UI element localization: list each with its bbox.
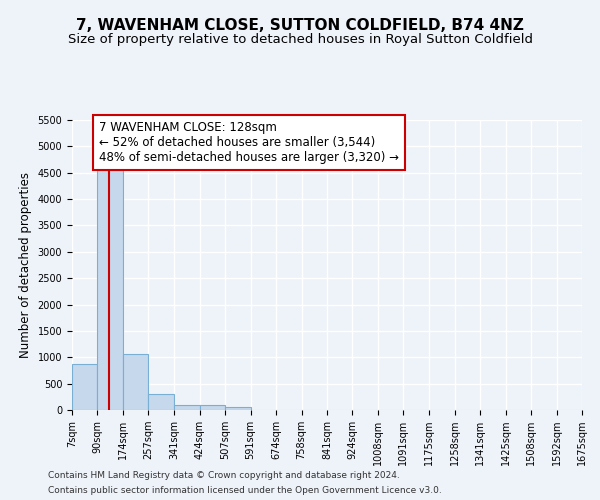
- Bar: [199, 406, 225, 410]
- Bar: [148, 394, 174, 410]
- Text: 7, WAVENHAM CLOSE, SUTTON COLDFIELD, B74 4NZ: 7, WAVENHAM CLOSE, SUTTON COLDFIELD, B74…: [76, 18, 524, 32]
- Bar: [225, 407, 251, 410]
- Y-axis label: Number of detached properties: Number of detached properties: [19, 172, 32, 358]
- Bar: [123, 354, 148, 410]
- Text: Contains HM Land Registry data © Crown copyright and database right 2024.: Contains HM Land Registry data © Crown c…: [48, 471, 400, 480]
- Bar: [97, 170, 123, 410]
- Bar: [174, 406, 199, 410]
- Text: 7 WAVENHAM CLOSE: 128sqm
← 52% of detached houses are smaller (3,544)
48% of sem: 7 WAVENHAM CLOSE: 128sqm ← 52% of detach…: [99, 121, 399, 164]
- Text: Size of property relative to detached houses in Royal Sutton Coldfield: Size of property relative to detached ho…: [67, 32, 533, 46]
- Bar: [72, 364, 97, 410]
- Text: Contains public sector information licensed under the Open Government Licence v3: Contains public sector information licen…: [48, 486, 442, 495]
